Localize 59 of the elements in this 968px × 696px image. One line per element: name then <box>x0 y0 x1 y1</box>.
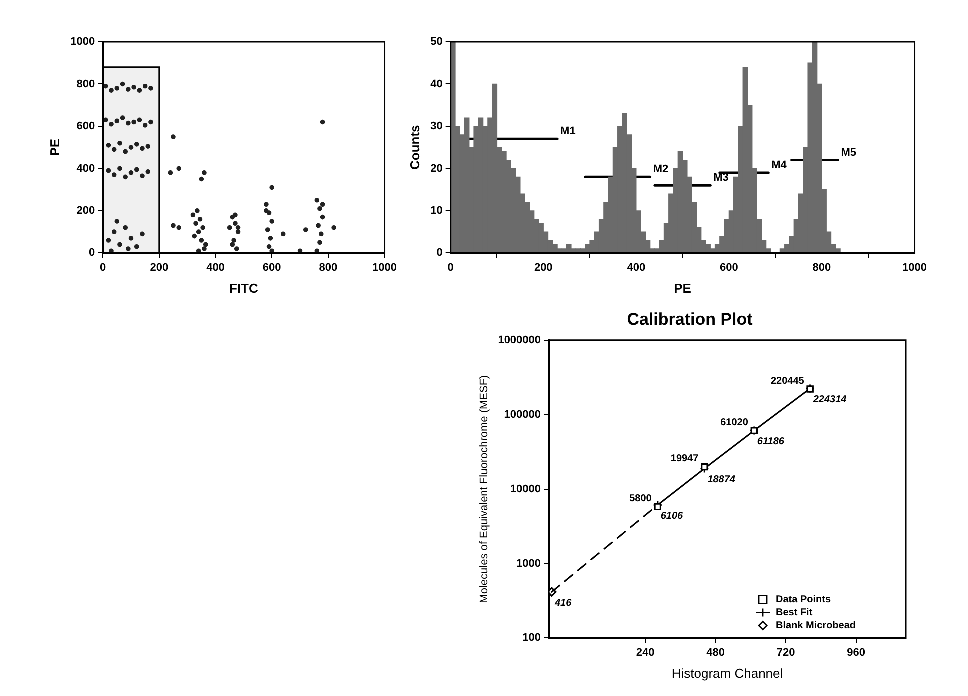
x-tick-label: 800 <box>812 262 832 274</box>
data-label: 6106 <box>660 511 684 522</box>
legend-label: Best Fit <box>776 607 814 618</box>
x-tick-label: 200 <box>534 262 553 274</box>
x-tick-label: 1000 <box>902 262 928 274</box>
y-tick-label: 400 <box>76 162 96 175</box>
y-tick-label: 0 <box>436 247 443 260</box>
y-tick-label: 100 <box>522 632 542 644</box>
y-tick-label: 30 <box>430 120 443 133</box>
x-tick-label: 0 <box>100 262 106 274</box>
series-label: M2 <box>653 164 669 176</box>
y-tick-label: 600 <box>76 120 96 133</box>
y-tick-label: 100000 <box>504 408 542 421</box>
series-label: M1 <box>560 126 576 138</box>
y-tick-label: 50 <box>430 36 443 48</box>
data-label: 61186 <box>757 436 785 448</box>
point <box>654 503 662 511</box>
y-axis-title: PE <box>47 138 62 156</box>
x-tick-label: 480 <box>706 646 725 659</box>
legend-label: Data Points <box>776 594 832 606</box>
x-axis-title: PE <box>674 280 692 296</box>
y-tick-label: 200 <box>76 204 96 217</box>
series-label: M4 <box>772 159 788 172</box>
y-tick-label: 10000 <box>510 483 542 496</box>
x-tick-label: 600 <box>262 262 282 274</box>
data-label: 18874 <box>708 474 736 486</box>
y-axis-title: Counts <box>407 125 422 170</box>
data-label: 5800 <box>630 494 652 505</box>
data-label: 61020 <box>720 418 749 429</box>
x-tick-label: 800 <box>319 262 338 274</box>
x-tick-label: 960 <box>847 646 866 659</box>
point <box>701 463 708 471</box>
y-tick-label: 1000 <box>70 36 96 48</box>
y-axis-title: Molecules of Equivalent Fluorochrome (MESF) <box>478 375 491 604</box>
x-tick-label: 240 <box>636 646 655 659</box>
x-tick-label: 400 <box>206 262 225 274</box>
x-tick-label: 720 <box>776 646 796 659</box>
legend-label: Blank Microbead <box>776 620 856 632</box>
x-axis-title: Histogram Channel <box>672 666 784 681</box>
chart-title: Calibration Plot <box>627 310 754 329</box>
data-label: 19947 <box>670 454 700 465</box>
y-tick-label: 10 <box>430 204 443 217</box>
y-tick-label: 20 <box>430 162 443 175</box>
x-tick-label: 400 <box>627 262 646 274</box>
series-label: M3 <box>714 172 729 184</box>
y-tick-label: 1000 <box>516 558 542 570</box>
series-label: M5 <box>841 146 856 159</box>
y-tick-label: 1000000 <box>498 334 542 346</box>
x-axis-title: FITC <box>229 280 259 296</box>
y-tick-label: 40 <box>430 78 443 90</box>
y-tick-label: 800 <box>76 78 96 90</box>
data-label: 416 <box>554 598 572 609</box>
x-tick-label: 0 <box>448 262 454 274</box>
x-tick-label: 600 <box>720 262 738 274</box>
data-label: 224314 <box>812 394 848 406</box>
x-tick-label: 200 <box>150 262 169 274</box>
x-tick-label: 1000 <box>372 262 398 274</box>
data-label: 220445 <box>770 376 805 388</box>
y-tick-label: 0 <box>88 247 96 260</box>
